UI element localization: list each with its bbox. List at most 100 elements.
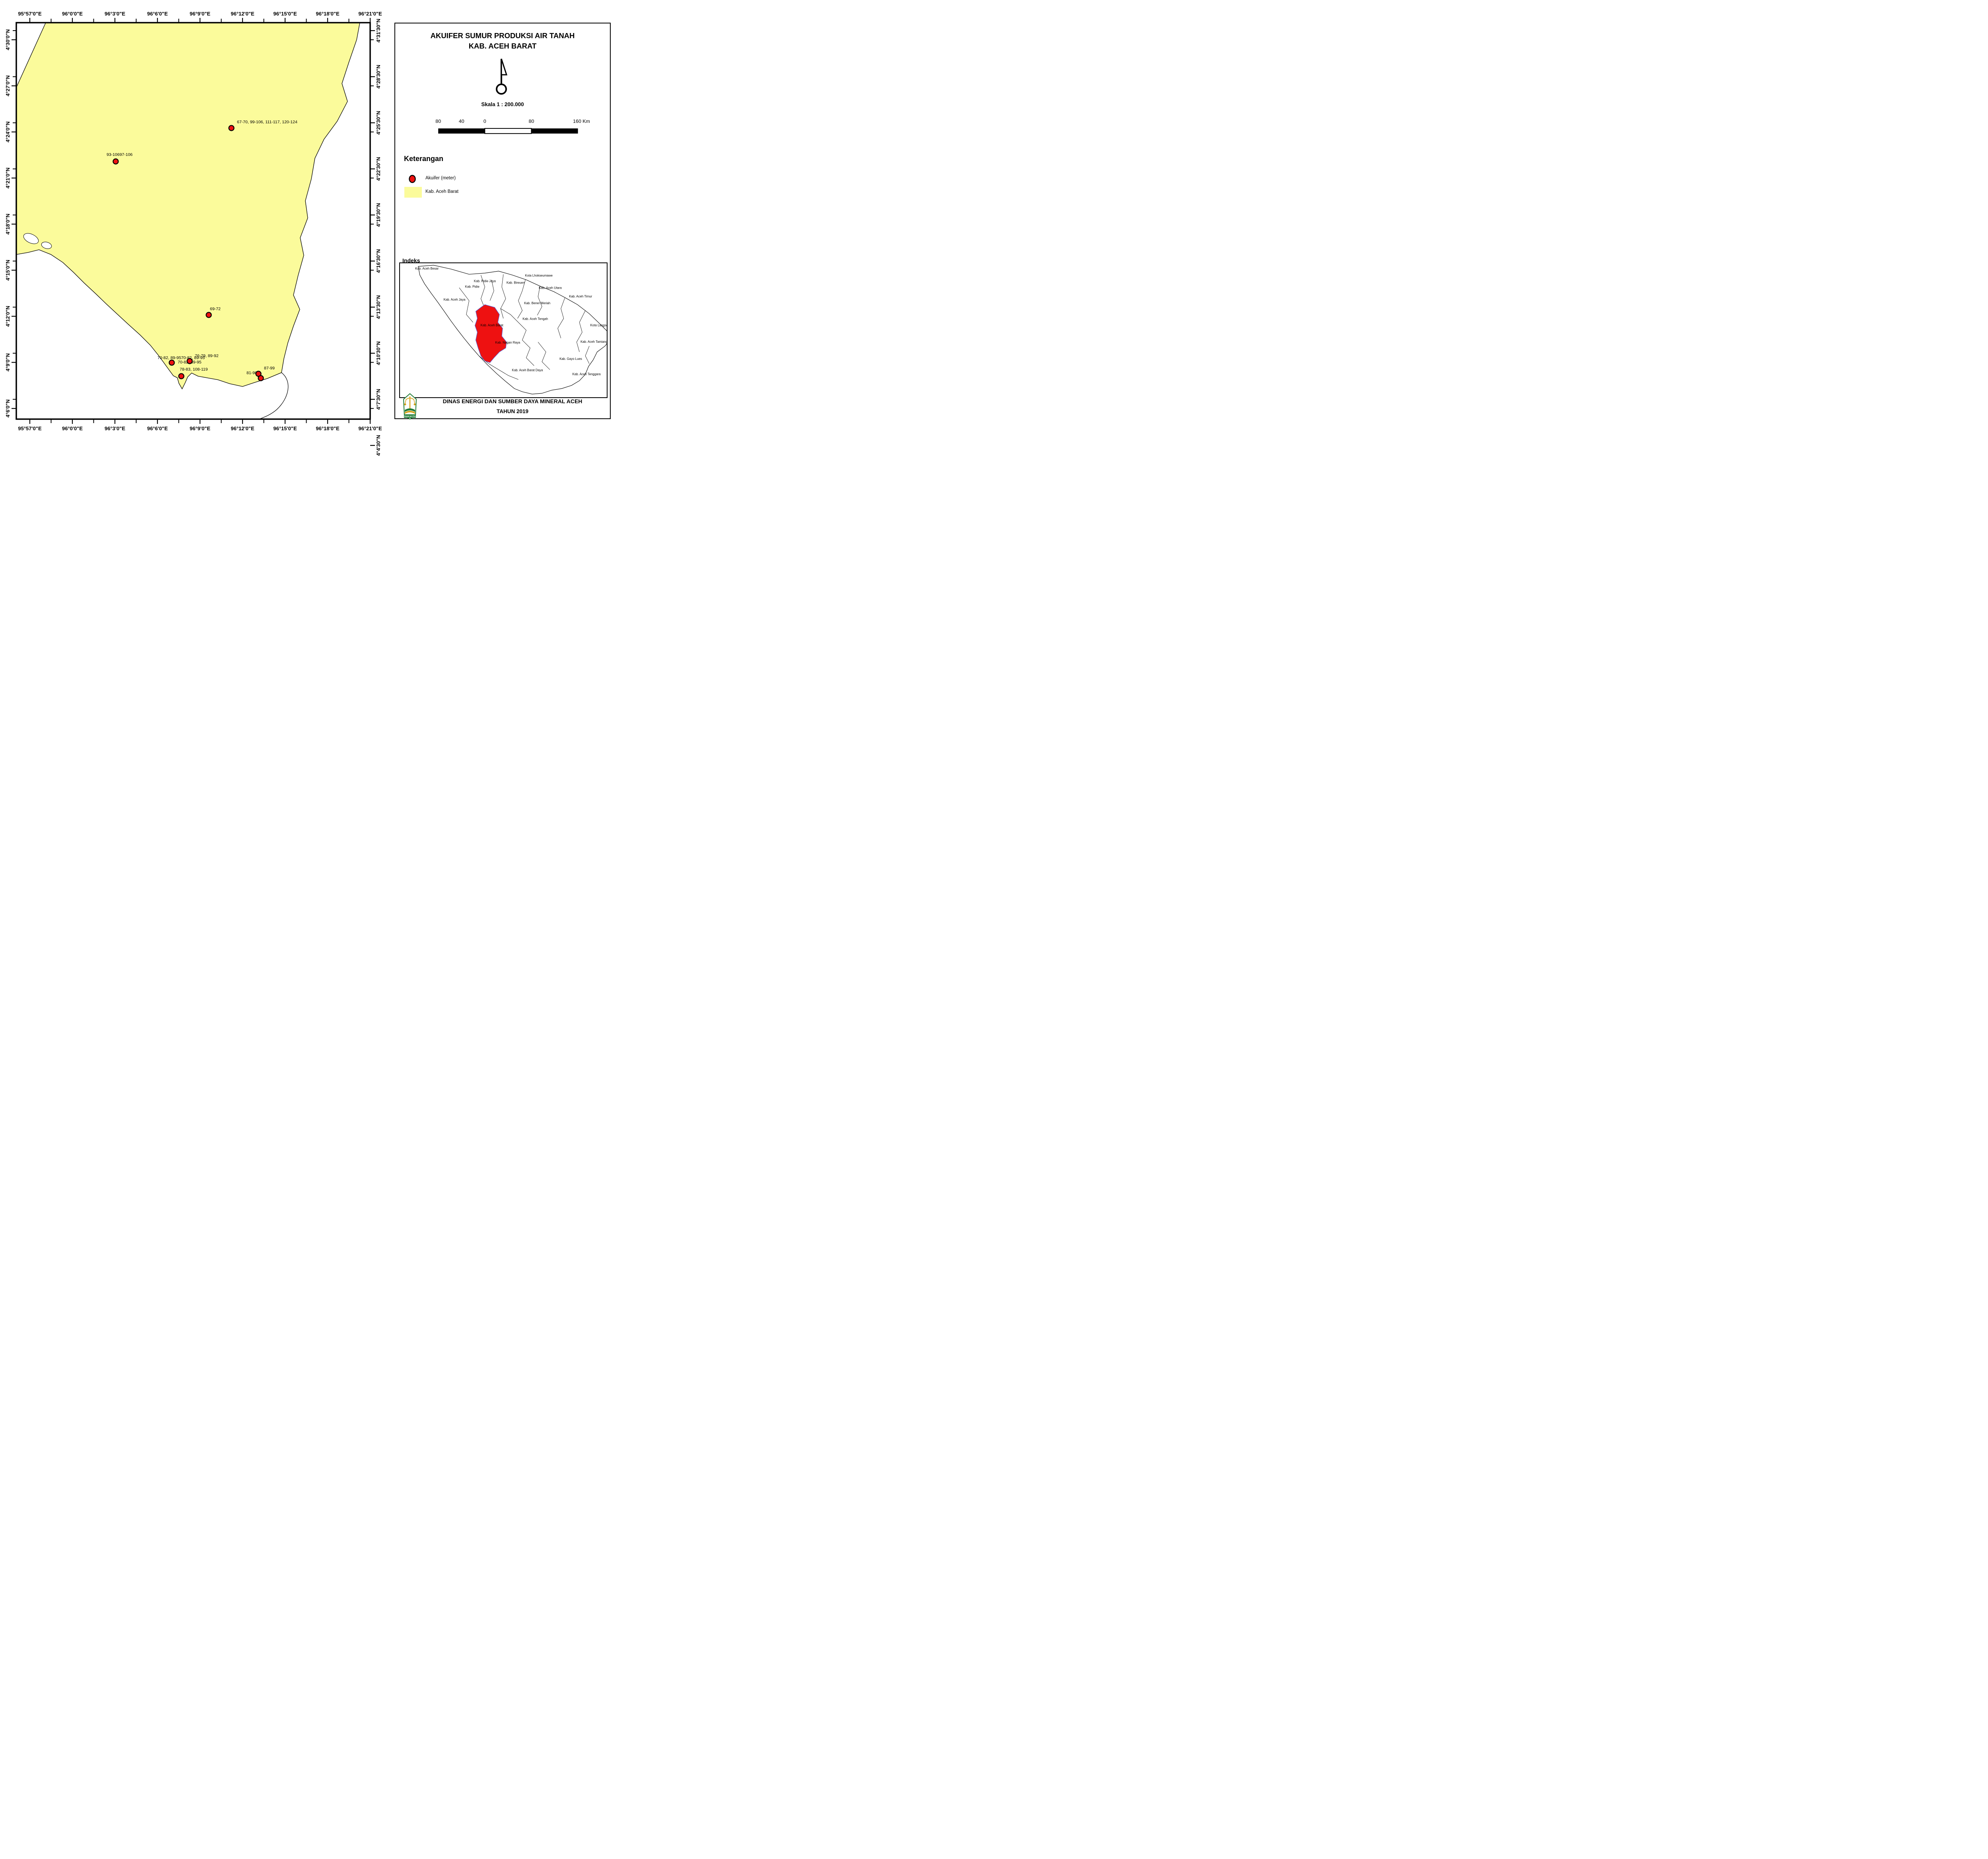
index-region-label: Kab. Pidie [465, 285, 480, 288]
aquifer-point-dots [113, 125, 264, 381]
scale-bar-tick-label: 160 Km [573, 118, 590, 124]
index-region-label: Kab. Pidie Jaya [474, 280, 496, 283]
scale-text: Skala 1 : 200.000 [481, 101, 524, 107]
aquifer-dot [228, 125, 235, 131]
latitude-label-right: 4°22'30"N [375, 157, 381, 181]
latitude-label-right: 4°7'30"N [375, 389, 381, 410]
aquifer-depth-label: 70-82, 89-9570-82, 89-95 [157, 355, 205, 360]
main-map: 95°57'0"E 96°0'0"E 96°3'0"E 96°6'0"E 96°9'0"… [5, 11, 382, 456]
latitude-label-left: 4°15'0"N [5, 260, 11, 281]
longitude-label-top: 96°3'0"E [105, 11, 125, 17]
map-frame [16, 22, 371, 420]
aquifer-dot [186, 358, 193, 364]
aquifer-depth-label: 78-83, 108-119 [180, 367, 208, 372]
longitude-label-bottom: 96°3'0"E [105, 425, 125, 431]
longitude-label-bottom: 96°18'0"E [316, 425, 340, 431]
index-region-label: Kab. Aceh Utara [539, 286, 562, 289]
longitude-label-top: 96°0'0"E [62, 11, 83, 17]
aquifer-depth-label: 81-90 [247, 371, 257, 375]
map-title-line2: KAB. ACEH BARAT [468, 42, 537, 50]
scale-bar-tick-label: 0 [483, 118, 486, 124]
map-title: AKUIFER SUMUR PRODUKSI AIR TANAH KAB. AC… [395, 31, 610, 51]
aquifer-dot [178, 373, 184, 379]
latitude-label-left: 4°9'0"N [5, 354, 11, 372]
aquifer-dot [113, 158, 119, 165]
longitude-label-top: 96°21'0"E [358, 11, 382, 17]
longitude-label-top: 96°12'0"E [231, 11, 254, 17]
logo-motto: PANCACITA [404, 416, 416, 418]
latitude-label-left: 4°12'0"N [5, 306, 11, 327]
lagoon-shape [41, 242, 52, 249]
index-region-label: Kab. Bener Meriah [524, 301, 550, 305]
north-arrow-icon [496, 58, 508, 95]
latitude-label-right: 4°4'30"N [375, 435, 381, 456]
agency-line1: DINAS ENERGI DAN SUMBER DAYA MINERAL ACE… [443, 398, 582, 404]
index-region-label: Kab. Bireuen [507, 281, 525, 285]
kabupaten-aceh-barat-polygon [16, 22, 360, 390]
longitude-label-bottom: 96°21'0"E [358, 425, 382, 431]
aceh-government-logo: PANCACITA [403, 393, 417, 420]
latitude-label-left: 4°6'0"N [5, 399, 11, 418]
scale-bar-labels: 80 40 0 80 160 Km [435, 118, 590, 124]
longitude-label-bottom: 95°57'0"E [18, 425, 42, 431]
scale-bar-tick-label: 80 [529, 118, 534, 124]
longitude-label-top: 95°57'0"E [18, 11, 42, 17]
latitude-label-right: 4°31'30"N [375, 19, 381, 43]
aquifer-dot [258, 375, 264, 381]
graticule-labels: 95°57'0"E 96°0'0"E 96°3'0"E 96°6'0"E 96°9'0"… [5, 11, 382, 456]
index-region-label: Kab. Aceh Tamiang [580, 340, 607, 344]
latitude-label-right: 4°25'30"N [375, 111, 381, 135]
latitude-label-left: 4°18'0"N [5, 214, 11, 235]
map-title-line1: AKUIFER SUMUR PRODUKSI AIR TANAH [430, 31, 575, 40]
latitude-label-left: 4°30'0"N [5, 29, 11, 51]
latitude-label-right: 4°28'30"N [375, 65, 381, 89]
scale-bar-tick-label: 80 [435, 118, 441, 124]
index-map: Kab. Aceh Besar Kab. Pidie Kab. Pidie Jaya… [399, 262, 608, 398]
graticule-ticks [12, 18, 375, 446]
scale-bar: 80 40 0 80 160 Km [435, 118, 590, 134]
longitude-label-bottom: 96°9'0"E [190, 425, 210, 431]
aquifer-depth-label: 87-99 [264, 366, 275, 371]
index-region-label: Kota Langsa [590, 324, 607, 327]
longitude-label-top: 96°18'0"E [316, 11, 340, 17]
latitude-label-right: 4°10'30"N [375, 341, 381, 365]
latitude-label-left: 4°21'0"N [5, 167, 11, 188]
agency-line2: TAHUN 2019 [496, 408, 529, 414]
aquifer-depth-label: 69-72 [210, 307, 221, 311]
index-region-label: Kab. Aceh Tenggara [573, 372, 601, 376]
latitude-label-left: 4°24'0"N [5, 121, 11, 142]
longitude-label-bottom: 96°0'0"E [62, 425, 83, 431]
lagoon-shape [23, 233, 39, 244]
latitude-label-right: 4°16'30"N [375, 249, 381, 273]
index-heading: Indeks [402, 257, 420, 264]
longitude-label-top: 96°9'0"E [190, 11, 210, 17]
index-region-label: Kota Lhokseumawe [525, 274, 553, 278]
index-region-label: Kab. Aceh Besar [415, 267, 439, 270]
latitude-label-right: 4°19'30"N [375, 203, 381, 227]
map-sheet: 95°57'0"E 96°0'0"E 96°3'0"E 96°6'0"E 96°9'0"… [0, 0, 657, 465]
aquifer-dot [169, 359, 175, 366]
aquifer-point-labels: 67-70, 99-106, 111-117, 120-124 93-10697-… [107, 120, 297, 375]
index-region-label: Kab. Aceh Timur [569, 295, 592, 298]
index-region-label: Kab. Nagan Raya [495, 341, 520, 344]
longitude-label-bottom: 96°15'0"E [273, 425, 297, 431]
aquifer-depth-label: 93-10697-106 [107, 152, 133, 157]
legend-item-label: Kab. Aceh Barat [425, 189, 459, 194]
aquifer-symbol-icon [409, 175, 416, 183]
index-region-label: Kab. Gayo Lues [559, 357, 582, 361]
latitude-label-right: 4°13'30"N [375, 295, 381, 319]
legend-heading: Keterangan [404, 155, 444, 163]
legend-item-label: Akuifer (meter) [425, 176, 456, 181]
index-region-label: Kab. Aceh Jaya [444, 298, 466, 301]
index-region-label: Kab. Aceh Barat Daya [512, 369, 543, 372]
scale-bar-tick-label: 40 [459, 118, 464, 124]
agency-name: DINAS ENERGI DAN SUMBER DAYA MINERAL ACE… [419, 396, 606, 416]
footer: PANCACITA DINAS ENERGI DAN SUMBER DAYA M… [395, 393, 610, 420]
latitude-label-left: 4°27'0"N [5, 76, 11, 97]
index-highlight-aceh-barat [475, 304, 507, 363]
aceh-province-outline [418, 265, 607, 394]
longitude-label-bottom: 96°6'0"E [147, 425, 168, 431]
aquifer-dot [206, 312, 212, 318]
longitude-label-top: 96°15'0"E [273, 11, 297, 17]
index-map-svg: Kab. Aceh Besar Kab. Pidie Kab. Pidie Jaya… [415, 265, 607, 394]
